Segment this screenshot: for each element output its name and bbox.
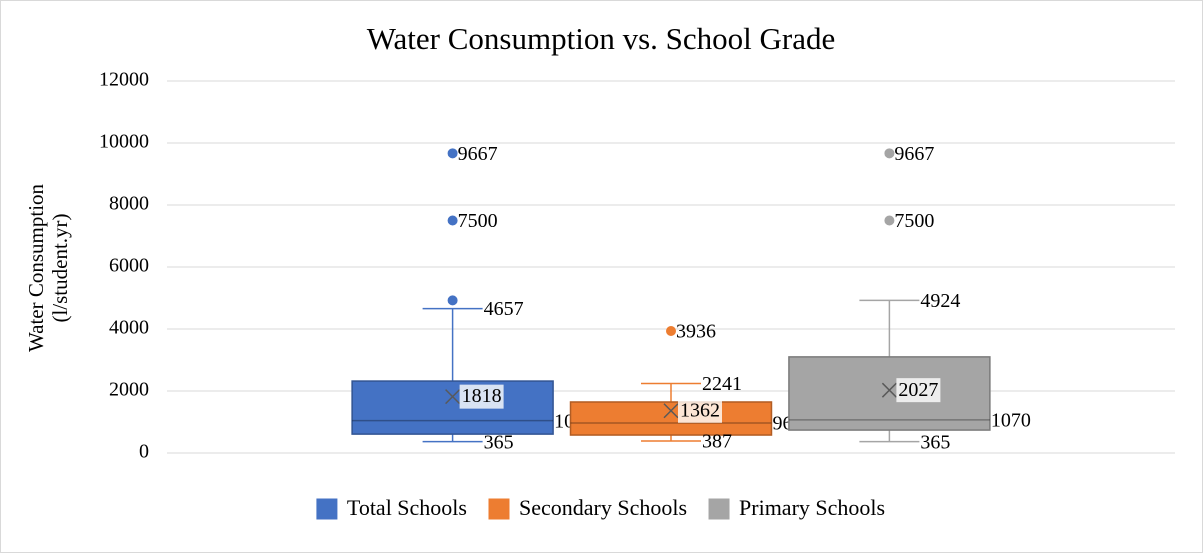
- outlier: [447, 295, 458, 306]
- max-label: 2241: [702, 373, 742, 395]
- mean-marker: [663, 403, 679, 419]
- outlier-label: 9667: [458, 143, 498, 165]
- mean-label: 1362: [680, 399, 720, 421]
- box: [569, 401, 773, 436]
- outlier: [884, 215, 895, 226]
- max-label: 4657: [484, 298, 524, 320]
- legend-item: Secondary Schools: [488, 495, 687, 520]
- median-label: 1070: [991, 409, 1031, 431]
- outlier: [447, 148, 458, 159]
- outlier: [447, 215, 458, 226]
- y-axis-title-line: Water Consumption: [24, 183, 48, 352]
- mean-marker: [445, 389, 461, 405]
- legend-item: Primary Schools: [708, 495, 885, 520]
- legend-label: Secondary Schools: [519, 495, 687, 520]
- legend-label: Primary Schools: [739, 495, 885, 520]
- box-outline: [351, 380, 554, 435]
- mean-label-bg: [459, 384, 504, 409]
- y-axis-title: Water Consumption (l/student.yr): [24, 183, 72, 352]
- box: [351, 380, 554, 435]
- legend-swatch: [708, 498, 730, 520]
- outlier-label: 7500: [458, 210, 498, 232]
- min-label: 365: [484, 431, 514, 453]
- box-outline: [569, 401, 773, 436]
- mean-label: 1818: [462, 385, 502, 407]
- outlier: [884, 148, 895, 159]
- mean-marker: [881, 382, 897, 398]
- mean-label: 2027: [898, 379, 938, 401]
- y-tick-label: 6000: [109, 255, 149, 277]
- y-tick-label: 12000: [99, 69, 149, 91]
- legend-label: Total Schools: [347, 495, 467, 520]
- legend-swatch: [488, 498, 510, 520]
- y-tick-label: 0: [139, 441, 149, 463]
- outlier-label: 7500: [894, 210, 934, 232]
- outlier-label: 9667: [894, 143, 934, 165]
- y-tick-label: 8000: [109, 193, 149, 215]
- y-tick-label: 4000: [109, 317, 149, 339]
- y-tick-label: 10000: [99, 131, 149, 153]
- outlier-label: 3936: [676, 321, 716, 343]
- legend-item: Total Schools: [316, 495, 467, 520]
- max-label: 4924: [920, 290, 960, 312]
- y-tick-label: 2000: [109, 379, 149, 401]
- min-label: 387: [702, 431, 732, 453]
- mean-label-bg: [678, 398, 722, 423]
- outlier: [666, 325, 676, 336]
- y-axis-title-line: (l/student.yr): [48, 213, 72, 322]
- legend-swatch: [316, 498, 338, 520]
- box-outline: [788, 356, 991, 431]
- box: [788, 356, 991, 431]
- min-label: 365: [920, 431, 950, 453]
- mean-label-bg: [896, 378, 941, 403]
- chart-title: Water Consumption vs. School Grade: [367, 21, 835, 56]
